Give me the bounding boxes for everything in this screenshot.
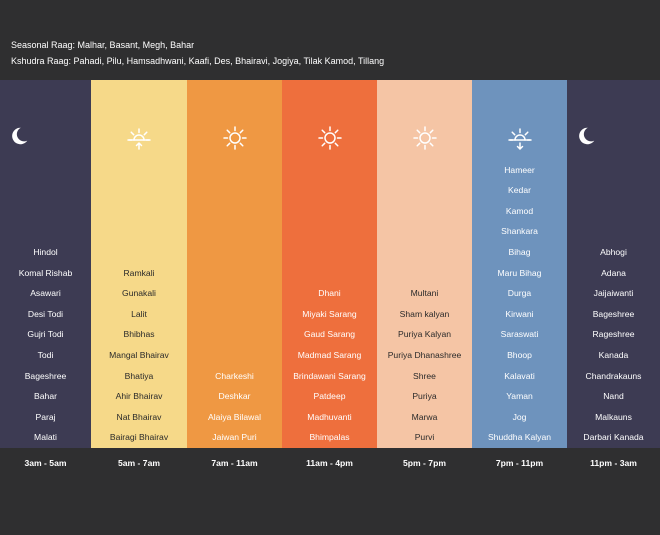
sun-icon	[282, 125, 377, 151]
raag-name: Komal Rishab	[18, 267, 73, 278]
raag-name: Bhimpalas	[309, 432, 350, 443]
raag-name: Madmad Sarang	[297, 350, 362, 361]
raag-name: Sham kalyan	[399, 308, 450, 319]
time-label: 3am - 5am	[24, 458, 67, 468]
raag-name: Purvi	[414, 432, 435, 443]
raag-name: Chandrakauns	[585, 370, 642, 381]
raag-name: Kanada	[598, 350, 629, 361]
raag-name: Bhoop	[507, 350, 532, 361]
raag-name: Yaman	[506, 391, 533, 402]
time-column: Dhani Miyaki Sarang Gaud Sarang Madmad Sara…	[282, 80, 377, 448]
raag-name: Jaiwan Puri	[212, 432, 257, 443]
raag-name: Lalit	[131, 308, 147, 319]
raag-name: Ahir Bhairav	[115, 391, 163, 402]
raag-name: Saraswati	[500, 329, 539, 340]
raag-name: Bhatiya	[124, 370, 154, 381]
raag-name: Nat Bhairav	[116, 411, 162, 422]
raag-name: Adana	[601, 267, 626, 278]
raag-name: Patdeep	[313, 391, 346, 402]
raag-name: Gujri Todi	[27, 329, 64, 340]
time-label: 5am - 7am	[117, 458, 161, 468]
raag-name: Kalavati	[504, 370, 535, 381]
raag-name: Charkeshi	[215, 370, 254, 381]
time-label: 5pm - 7pm	[403, 458, 446, 468]
time-label: 11pm - 3am	[590, 458, 637, 468]
raag-list: Multani Sham kalyan Puriya Kalyan Puriya Dh…	[377, 283, 472, 448]
raag-name: Alaiya Bilawal	[207, 411, 262, 422]
sunset-icon	[472, 125, 567, 151]
time-column: Abhogi Adana Jaijaiwanti Bageshree Rageshree…	[567, 80, 660, 448]
raag-name: Mangal Bhairav	[109, 350, 169, 361]
raag-name: Puriya Kalyan	[397, 329, 452, 340]
raag-list: Hameer Kedar Kamod Shankara Bihag Maru Bihag D…	[472, 160, 567, 448]
raag-name: Nand	[603, 391, 624, 402]
time-column: Ramkali Gunakali Lalit Bhibhas Mangal Bhaira…	[91, 80, 187, 448]
raag-name: Kamod	[505, 205, 534, 216]
time-label: 7am - 11am	[211, 458, 258, 468]
raag-name: Rageshree	[592, 329, 635, 340]
raag-name: Shree	[413, 370, 436, 381]
raag-name: Bahar	[34, 391, 57, 402]
moon-icon	[0, 125, 91, 147]
raag-name: Jog	[512, 411, 527, 422]
raag-name: Bhibhas	[123, 329, 155, 340]
raag-name: Multani	[410, 288, 439, 299]
raag-name: Darbari Kanada	[583, 432, 644, 443]
time-column: Hameer Kedar Kamod Shankara Bihag Maru Bihag D…	[472, 80, 567, 448]
raag-name: Kedar	[508, 185, 531, 196]
raag-name: Durga	[507, 288, 532, 299]
raag-name: Bageshree	[592, 308, 635, 319]
raag-name: Shuddha Kalyan	[487, 432, 552, 443]
raag-list: Ramkali Gunakali Lalit Bhibhas Mangal Bhaira…	[91, 263, 187, 448]
time-column: Multani Sham kalyan Puriya Kalyan Puriya Dh…	[377, 80, 472, 448]
raag-name: Todi	[37, 350, 54, 361]
raag-name: Bageshree	[24, 370, 67, 381]
raag-name: Madhuvanti	[307, 411, 352, 422]
raag-name: Abhogi	[600, 247, 627, 258]
raag-list: Abhogi Adana Jaijaiwanti Bageshree Rageshree…	[567, 242, 660, 448]
time-label: 7pm - 11pm	[495, 458, 544, 468]
raag-name: Marwa	[411, 411, 438, 422]
raag-name: Desi Todi	[27, 308, 64, 319]
raag-name: Puriya	[412, 391, 437, 402]
header: Seasonal Raag: Malhar, Basant, Megh, Bah…	[11, 38, 384, 69]
moon-icon	[567, 125, 660, 147]
raag-list: Hindol Komal Rishab Asawari Desi Todi Gujri …	[0, 242, 91, 448]
raag-name: Jaijaiwanti	[593, 288, 634, 299]
sun-icon	[187, 125, 282, 151]
raag-name: Hameer	[504, 164, 535, 175]
raag-name: Puriya Dhanashree	[387, 350, 462, 361]
raag-name: Paraj	[35, 411, 56, 422]
time-column: Hindol Komal Rishab Asawari Desi Todi Gujri …	[0, 80, 91, 448]
raag-name: Deshkar	[218, 391, 251, 402]
raag-name: Shankara	[501, 226, 538, 237]
raag-name: Malati	[34, 432, 57, 443]
raag-name: Miyaki Sarang	[302, 308, 357, 319]
sunrise-icon	[91, 125, 187, 151]
raag-name: Asawari	[30, 288, 61, 299]
raag-list: Dhani Miyaki Sarang Gaud Sarang Madmad Sara…	[282, 283, 377, 448]
raag-name: Gunakali	[122, 288, 156, 299]
sun-icon	[377, 125, 472, 151]
raag-name: Brindawani Sarang	[293, 370, 366, 381]
raag-list: Charkeshi Deshkar Alaiya Bilawal Jaiwan Pur…	[187, 366, 282, 448]
seasonal-raag-text: Seasonal Raag: Malhar, Basant, Megh, Bah…	[11, 40, 195, 50]
kshudra-raag-text: Kshudra Raag: Pahadi, Pilu, Hamsadhwani,…	[11, 55, 385, 66]
raag-name: Bihag	[508, 247, 531, 258]
raag-name: Maru Bihag	[497, 267, 542, 278]
raag-name: Gaud Sarang	[303, 329, 356, 340]
time-column: Charkeshi Deshkar Alaiya Bilawal Jaiwan Pur…	[187, 80, 282, 448]
raag-name: Malkauns	[595, 411, 632, 422]
raag-name: Hindol	[33, 247, 58, 258]
raag-name: Ramkali	[123, 267, 155, 278]
raag-name: Bairagi Bhairav	[109, 432, 169, 443]
time-label: 11am - 4pm	[306, 458, 353, 468]
raag-name: Dhani	[318, 288, 341, 299]
raag-name: Kirwani	[505, 308, 534, 319]
